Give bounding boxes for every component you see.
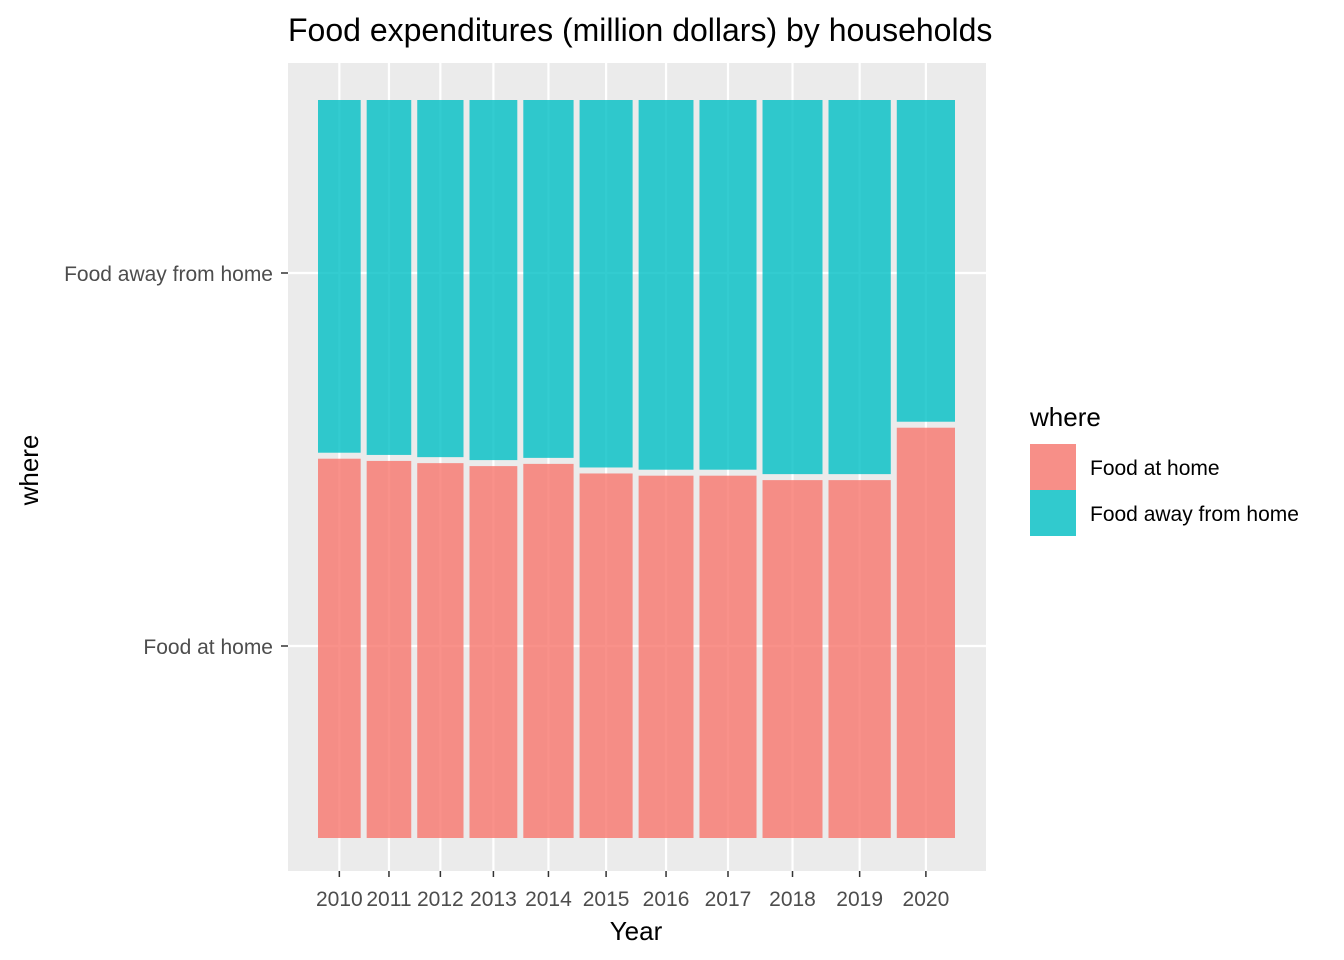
y-axis: Food at home Food away from home	[64, 263, 288, 659]
x-tick-label: 2012	[417, 888, 464, 911]
legend-key-swatch	[1030, 444, 1076, 490]
bar-food-away-from-home-2018	[762, 100, 823, 475]
legend: where Food at home Food away from home	[1029, 402, 1299, 536]
bar-food-at-home-2011	[366, 460, 412, 838]
bar-food-away-from-home-2020	[896, 100, 955, 422]
bar-food-at-home-2018	[762, 480, 823, 838]
bar-food-away-from-home-2013	[469, 100, 518, 461]
y-tick-label: Food at home	[143, 636, 273, 659]
bar-food-away-from-home-2017	[699, 100, 757, 470]
x-tick-label: 2016	[643, 888, 690, 911]
bar-food-away-from-home-2010	[318, 100, 361, 453]
bar-food-at-home-2015	[579, 473, 633, 838]
bars	[318, 100, 955, 838]
bar-food-at-home-2014	[523, 463, 574, 838]
x-tick-label: 2019	[836, 888, 883, 911]
bar-food-away-from-home-2015	[579, 100, 633, 468]
x-tick-label: 2010	[316, 888, 363, 911]
bar-food-away-from-home-2011	[366, 100, 412, 455]
x-tick-label: 2018	[769, 888, 816, 911]
chart-title: Food expenditures (million dollars) by h…	[288, 12, 992, 48]
bar-food-away-from-home-2016	[638, 100, 694, 470]
x-axis: 2010 2011 2012 2013 2014 2015 2016 2017 2018 2019…	[316, 871, 949, 911]
legend-label: Food at home	[1090, 457, 1220, 480]
bar-food-at-home-2013	[469, 466, 518, 838]
bar-food-at-home-2012	[417, 463, 464, 838]
x-tick-label: 2011	[366, 888, 411, 911]
x-axis-title: Year	[610, 916, 663, 946]
legend-key-swatch	[1030, 490, 1076, 536]
y-tick-label: Food away from home	[64, 263, 273, 286]
bar-food-away-from-home-2012	[417, 100, 464, 458]
bar-food-at-home-2019	[828, 480, 891, 838]
bar-food-at-home-2010	[318, 458, 361, 838]
legend-label: Food away from home	[1090, 503, 1299, 526]
legend-title: where	[1029, 402, 1101, 432]
bar-food-away-from-home-2019	[828, 100, 891, 475]
x-tick-label: 2015	[583, 888, 630, 911]
x-tick-label: 2013	[470, 888, 517, 911]
legend-items: Food at home Food away from home	[1030, 444, 1299, 536]
bar-food-at-home-2016	[638, 475, 694, 838]
x-tick-label: 2014	[525, 888, 572, 911]
y-axis-title: where	[14, 435, 44, 507]
bar-food-at-home-2020	[896, 427, 955, 838]
bar-food-away-from-home-2014	[523, 100, 574, 458]
x-tick-label: 2017	[705, 888, 752, 911]
x-tick-label: 2020	[903, 888, 950, 911]
bar-food-at-home-2017	[699, 475, 757, 838]
